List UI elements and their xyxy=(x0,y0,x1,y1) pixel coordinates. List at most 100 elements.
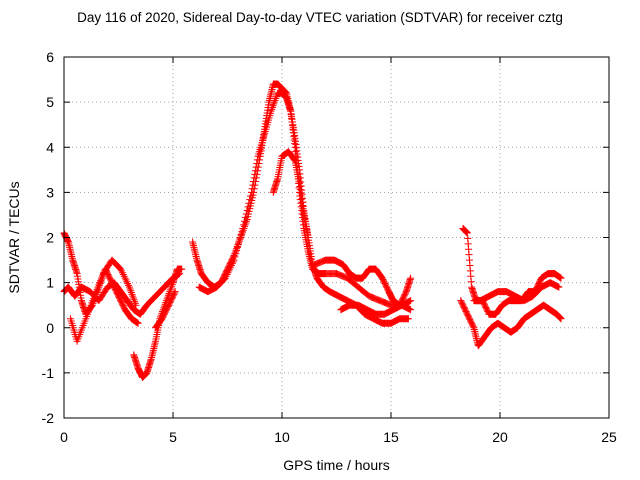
data-point xyxy=(130,296,138,304)
series-track-M xyxy=(470,279,563,305)
data-point xyxy=(250,174,258,182)
data-point xyxy=(123,278,131,286)
data-point xyxy=(231,253,239,261)
series-track-E xyxy=(152,288,179,332)
data-point xyxy=(125,281,133,289)
data-point xyxy=(221,274,229,282)
data-point xyxy=(232,250,240,258)
data-point xyxy=(134,319,142,327)
data-point xyxy=(404,315,412,323)
data-point xyxy=(117,265,125,273)
data-point xyxy=(168,282,176,290)
data-point xyxy=(555,283,563,291)
data-point xyxy=(251,170,259,178)
data-point xyxy=(249,178,257,186)
y-tick-label: -2 xyxy=(42,410,55,426)
data-point xyxy=(245,199,253,207)
data-point xyxy=(129,294,137,302)
data-point xyxy=(272,93,280,101)
x-axis-label: GPS time / hours xyxy=(283,457,390,473)
data-point xyxy=(227,261,235,269)
x-tick-label: 10 xyxy=(274,429,290,445)
data-point xyxy=(240,221,248,229)
data-point xyxy=(118,267,126,275)
y-tick-label: 5 xyxy=(46,94,54,110)
data-point xyxy=(234,243,242,251)
data-point xyxy=(115,263,123,271)
data-point xyxy=(234,240,242,248)
data-point xyxy=(247,192,255,200)
data-point xyxy=(270,100,278,108)
data-point xyxy=(267,107,275,115)
data-point xyxy=(241,214,249,222)
data-point xyxy=(225,267,233,275)
series-track-C xyxy=(67,256,140,345)
data-point xyxy=(127,287,135,295)
data-point xyxy=(271,96,279,104)
data-point xyxy=(557,274,565,282)
data-point xyxy=(131,299,139,307)
data-point xyxy=(168,280,176,288)
data-point xyxy=(407,274,415,282)
data-point xyxy=(407,306,415,314)
y-tick-label: 1 xyxy=(46,275,54,291)
data-point xyxy=(224,269,232,277)
data-point xyxy=(220,276,228,284)
data-point xyxy=(253,156,261,164)
data-point xyxy=(233,247,241,255)
data-point xyxy=(247,188,255,196)
x-tick-label: 15 xyxy=(383,429,399,445)
data-point xyxy=(469,322,477,330)
data-point xyxy=(241,217,249,225)
data-point xyxy=(242,210,250,218)
gridlines xyxy=(64,57,609,418)
data-point xyxy=(249,181,257,189)
data-point xyxy=(131,298,139,306)
data-point xyxy=(223,271,231,279)
data-point xyxy=(167,284,175,292)
data-point xyxy=(230,256,238,264)
data-point xyxy=(124,280,132,288)
series-track-I xyxy=(311,256,415,309)
y-tick-label: 3 xyxy=(46,184,54,200)
data-point xyxy=(171,289,179,297)
data-point xyxy=(243,206,251,214)
data-point xyxy=(236,234,244,242)
data-point xyxy=(244,203,252,211)
data-point xyxy=(119,271,127,279)
data-point xyxy=(253,159,261,167)
x-tick-label: 5 xyxy=(169,429,177,445)
data-point xyxy=(272,95,280,103)
data-point xyxy=(407,297,415,305)
data-point xyxy=(238,228,246,236)
x-tick-label: 0 xyxy=(60,429,68,445)
y-axis-label: SDTVAR / TECUs xyxy=(6,181,22,293)
data-point xyxy=(118,269,126,277)
data-point xyxy=(226,265,234,273)
data-point xyxy=(252,163,260,171)
axis-ticks: 0 5 10 15 20 25 -2 -1 0 1 2 3 4 5 6 xyxy=(42,49,617,445)
data-point xyxy=(125,283,133,291)
data-point xyxy=(129,292,137,300)
data-point xyxy=(229,258,237,266)
data-point xyxy=(290,155,298,163)
data-point xyxy=(235,237,243,245)
x-tick-label: 25 xyxy=(601,429,617,445)
data-point xyxy=(268,104,276,112)
data-point xyxy=(268,105,276,113)
series-track-H xyxy=(269,148,312,241)
y-tick-label: 6 xyxy=(46,49,54,65)
data-point xyxy=(120,272,128,280)
y-tick-label: 2 xyxy=(46,230,54,246)
data-point xyxy=(178,265,186,273)
y-tick-label: 4 xyxy=(46,139,54,155)
data-point xyxy=(171,288,179,296)
data-point xyxy=(122,276,130,284)
data-point xyxy=(269,102,277,110)
series-track-L xyxy=(457,297,565,350)
data-point xyxy=(222,272,230,280)
data-point xyxy=(228,260,236,268)
data-point xyxy=(304,234,312,241)
data-point xyxy=(557,315,565,323)
